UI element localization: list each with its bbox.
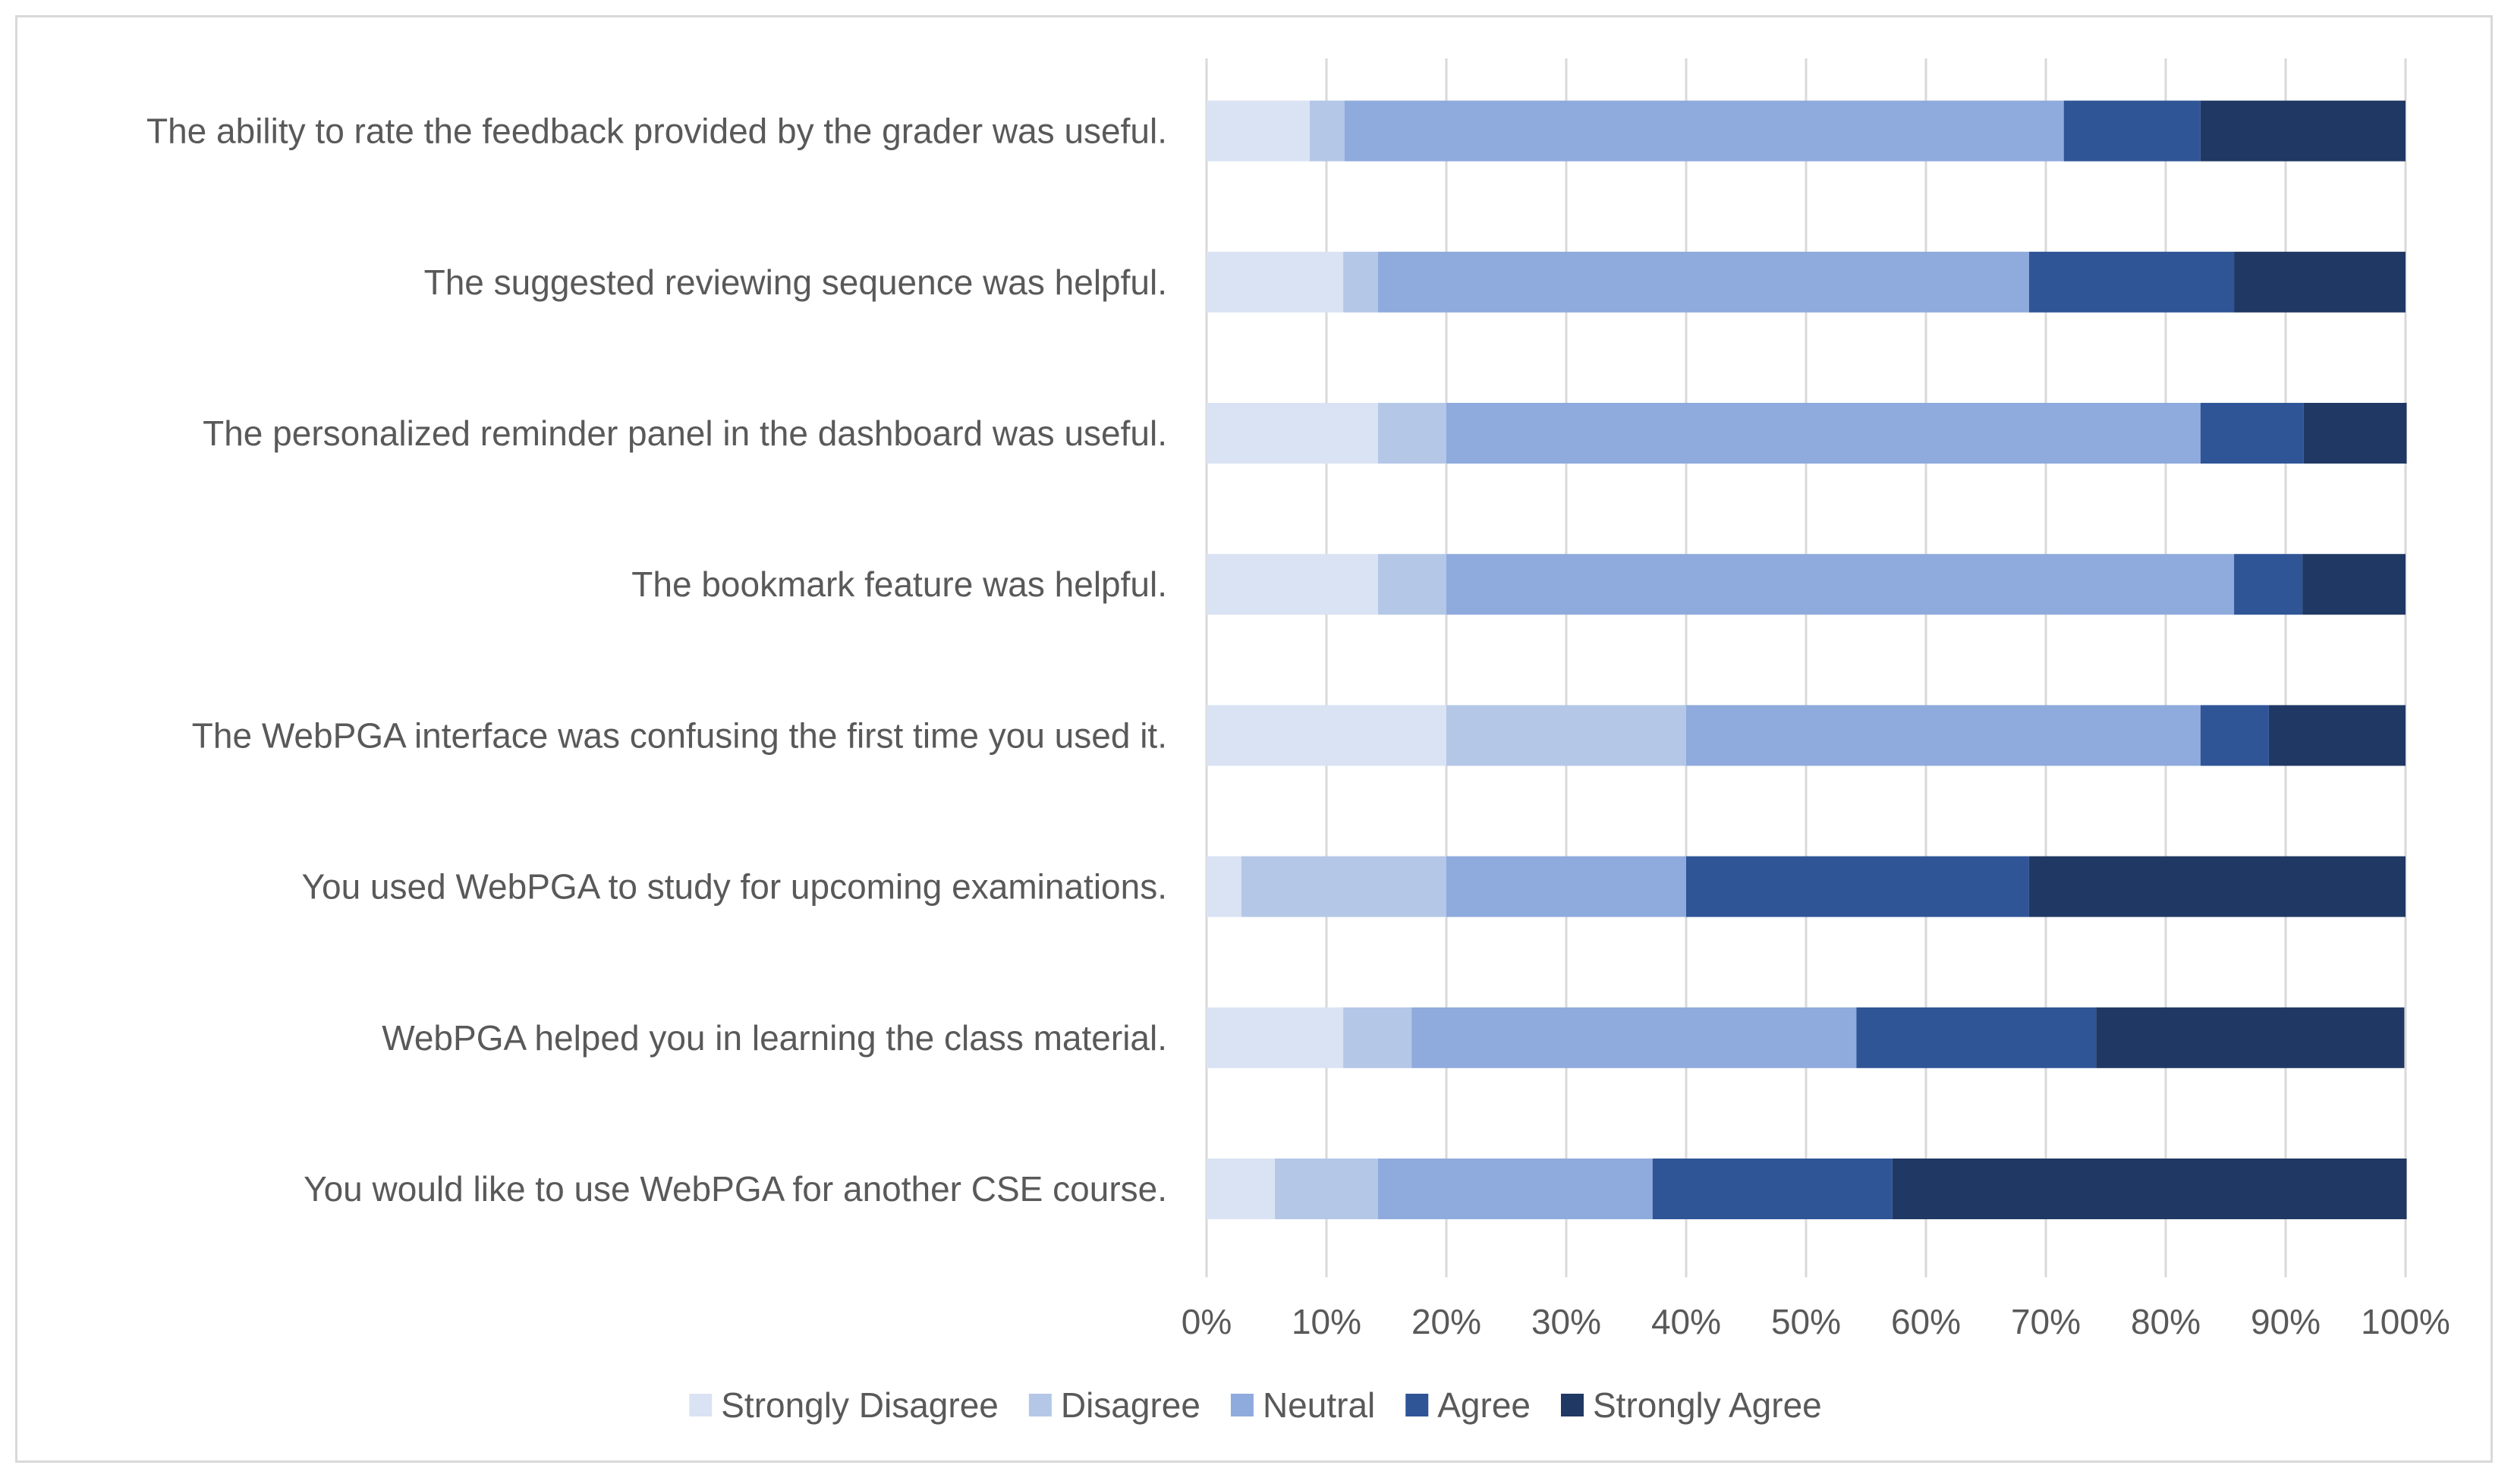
legend-swatch [1230, 1394, 1254, 1416]
category-label: The suggested reviewing sequence was hel… [424, 263, 1167, 302]
bar-segment [1446, 856, 1686, 917]
bar-segment [1686, 856, 2029, 917]
bar-segment [1309, 100, 1345, 162]
legend-label: Agree [1437, 1385, 1531, 1425]
legend-item: Strongly Agree [1561, 1385, 1822, 1425]
bar-segment [2200, 403, 2304, 464]
legend-item: Neutral [1230, 1385, 1375, 1425]
category-label: The ability to rate the feedback provide… [146, 112, 1167, 151]
bar-segment [1411, 1007, 1857, 1068]
bar-segment [1377, 251, 2029, 313]
bar-segment [1377, 1159, 1653, 1219]
bar-segment [1207, 856, 1241, 917]
category-label: You used WebPGA to study for upcoming ex… [302, 867, 1167, 907]
bar-segment [1207, 251, 1344, 313]
legend-label: Strongly Disagree [721, 1385, 999, 1425]
bar-segment [1275, 1159, 1378, 1219]
x-tick-label: 60% [1891, 1302, 1961, 1341]
bar-segment [2234, 554, 2303, 615]
bar-segment [1343, 251, 1378, 313]
bar-segment [2028, 251, 2235, 313]
legend-label: Strongly Agree [1593, 1385, 1822, 1425]
bar-segment [1446, 403, 2201, 464]
category-label: The WebPGA interface was confusing the f… [192, 715, 1167, 755]
bar-segment [1856, 1007, 2097, 1068]
bar-segment [1446, 705, 1686, 766]
bar-segment [2200, 705, 2269, 766]
x-tick-label: 30% [1531, 1302, 1601, 1341]
bar-segment [1207, 554, 1378, 615]
x-tick-label: 50% [1771, 1302, 1841, 1341]
category-label: The bookmark feature was helpful. [631, 564, 1167, 604]
x-tick-label: 90% [2251, 1302, 2321, 1341]
category-label: The personalized reminder panel in the d… [203, 413, 1167, 453]
bar-segment [2303, 403, 2407, 464]
bar-segment [2302, 554, 2406, 615]
x-tick-label: 10% [1292, 1302, 1361, 1341]
bar-segment [2200, 100, 2406, 162]
bar-segment [1343, 1007, 1412, 1068]
x-tick-label: 0% [1182, 1302, 1232, 1341]
x-axis-tick-labels: 0% 10% 20% 30% 40% 50% 60% 70% 80% 90% 100% [1182, 1302, 2450, 1341]
bar-marks [1207, 100, 2407, 1219]
bar-segment [1652, 1159, 1893, 1219]
legend: Strongly Disagree Disagree Neutral Agree Str… [689, 1385, 1822, 1425]
bar-segment [2268, 705, 2406, 766]
legend-label: Neutral [1263, 1385, 1375, 1425]
bar-segment [2234, 251, 2406, 313]
legend-swatch [1561, 1394, 1584, 1416]
x-tick-label: 100% [2361, 1302, 2450, 1341]
legend-label: Disagree [1061, 1385, 1200, 1425]
category-label: WebPGA helped you in learning the class … [382, 1018, 1167, 1058]
x-tick-label: 80% [2131, 1302, 2201, 1341]
x-tick-label: 40% [1651, 1302, 1721, 1341]
bar-segment [1207, 100, 1310, 162]
bar-segment [1377, 403, 1446, 464]
bar-segment [1892, 1159, 2407, 1219]
bar-segment [1241, 856, 1446, 917]
category-labels: The ability to rate the feedback provide… [146, 112, 1167, 1209]
bar-segment [2063, 100, 2201, 162]
legend-swatch [1028, 1394, 1052, 1416]
bar-segment [1207, 1007, 1344, 1068]
x-tick-label: 20% [1411, 1302, 1481, 1341]
legend-swatch [1405, 1394, 1429, 1416]
bar-segment [1207, 403, 1378, 464]
legend-item: Agree [1405, 1385, 1531, 1425]
bar-segment [2028, 856, 2406, 917]
legend-item: Disagree [1028, 1385, 1200, 1425]
legend-item: Strongly Disagree [689, 1385, 999, 1425]
x-tick-label: 70% [2011, 1302, 2081, 1341]
bar-segment [1344, 100, 2064, 162]
legend-swatch [689, 1394, 713, 1416]
bar-segment [1207, 705, 1446, 766]
bar-segment [1207, 1159, 1276, 1219]
bar-segment [1377, 554, 1446, 615]
bar-segment [2096, 1007, 2405, 1068]
bar-segment [1446, 554, 2235, 615]
gridlines [1205, 58, 2407, 1278]
category-label: You would like to use WebPGA for another… [304, 1169, 1167, 1209]
bar-segment [1686, 705, 2201, 766]
